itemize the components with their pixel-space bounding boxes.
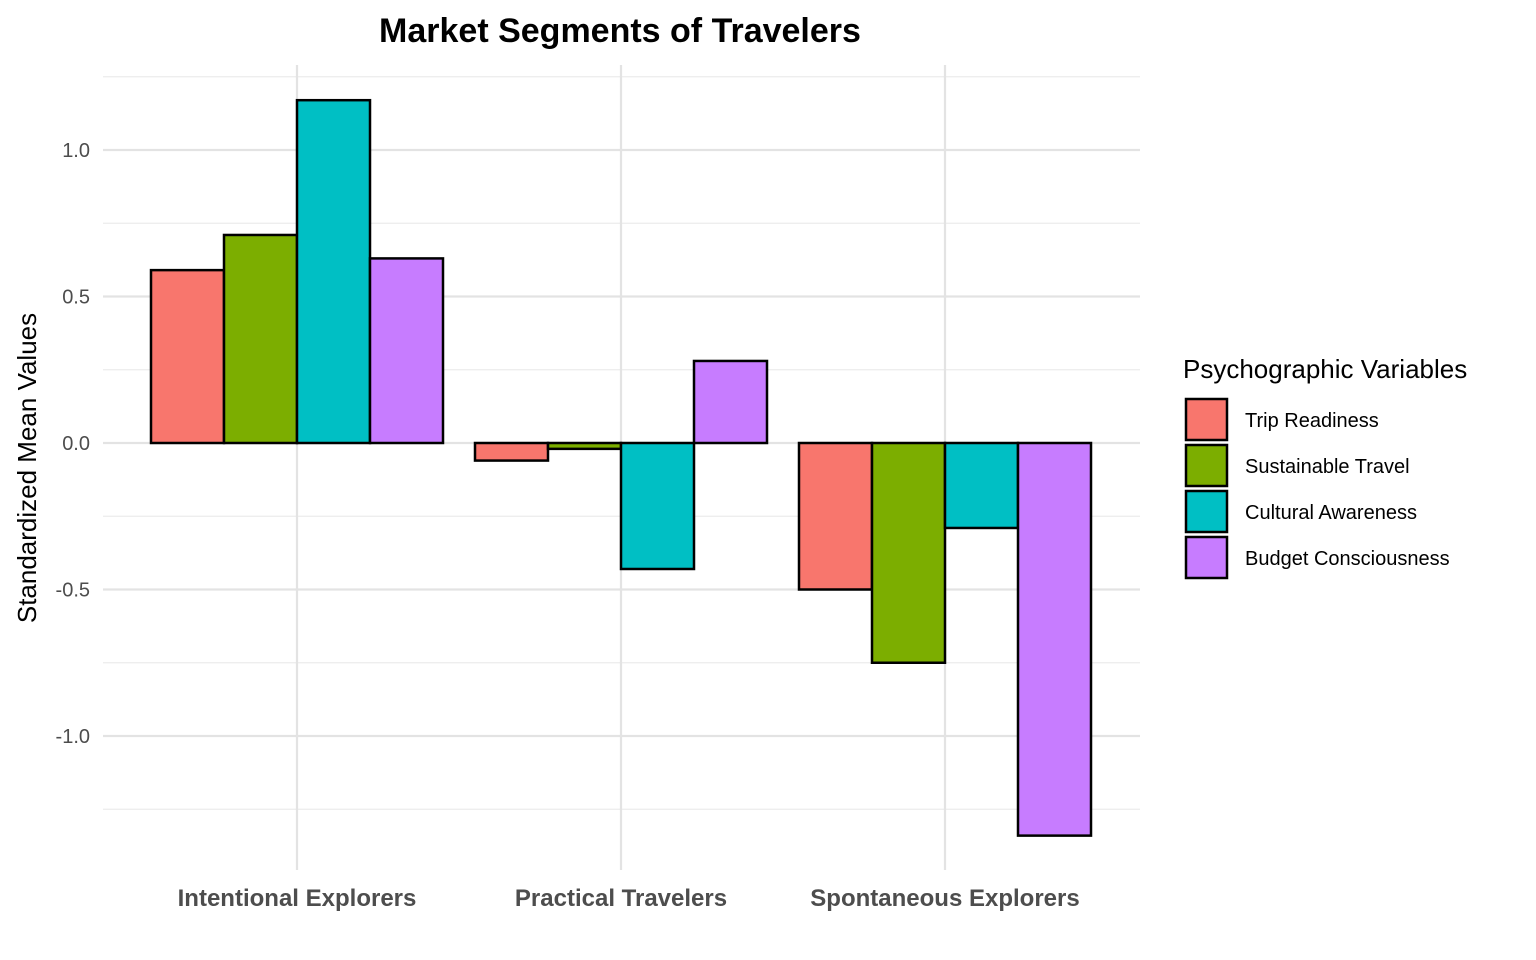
legend-swatch (1184, 443, 1229, 488)
legend-title: Psychographic Variables (1183, 354, 1467, 384)
axis-layer: -1.0 -0.5 0.0 0.5 1.0 Intentional Explorers Pr… (56, 140, 1080, 912)
chart-title: Market Segments of Travelers (379, 12, 861, 50)
bar (797, 441, 874, 591)
y-tick-label: 0.0 (62, 433, 90, 455)
legend-label: Trip Readiness (1245, 410, 1379, 432)
bar (222, 233, 299, 445)
bar (295, 98, 372, 445)
bar (692, 359, 769, 445)
x-tick-label: Intentional Explorers (178, 885, 417, 912)
bar (619, 441, 696, 571)
legend: Trip Readiness Sustainable Travel Cultural… (1184, 397, 1450, 580)
x-tick-label: Practical Travelers (515, 885, 727, 912)
bar (870, 441, 947, 664)
y-tick-label: 1.0 (62, 140, 90, 162)
y-tick-label: -1.0 (56, 726, 90, 748)
legend-label: Sustainable Travel (1245, 456, 1410, 478)
y-axis-label: Standardized Mean Values (12, 313, 42, 623)
bar (943, 441, 1020, 530)
y-tick-label: -0.5 (56, 580, 90, 602)
legend-label: Budget Consciousness (1245, 548, 1450, 570)
bar-layer (149, 98, 1093, 837)
bar (368, 257, 445, 445)
x-tick-label: Spontaneous Explorers (810, 885, 1079, 912)
y-tick-label: 0.5 (62, 287, 90, 309)
legend-swatch (1184, 535, 1229, 580)
bar (546, 441, 623, 451)
bar (473, 441, 550, 462)
legend-swatch (1184, 397, 1229, 442)
bar (1016, 441, 1093, 837)
bar (149, 268, 226, 445)
legend-label: Cultural Awareness (1245, 502, 1417, 524)
legend-swatch (1184, 489, 1229, 534)
